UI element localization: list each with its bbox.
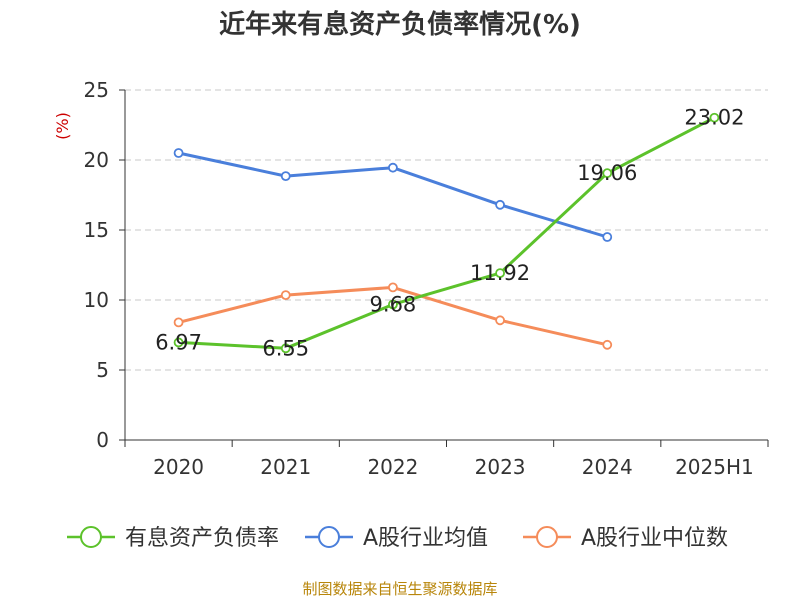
legend-marker (536, 526, 558, 548)
data-labels: 6.97 6.55 9.68 11.92 19.06 23.02 (155, 106, 744, 361)
series-line (178, 116, 716, 350)
legend-marker (318, 526, 340, 548)
data-point (173, 317, 184, 328)
data-label: 19.06 (577, 161, 637, 185)
y-tick-label: 10 (84, 288, 109, 312)
data-point (280, 290, 291, 301)
y-tick-label: 15 (84, 218, 109, 242)
data-point (280, 343, 291, 354)
axes: 0 5 10 15 20 25 2020 2021 2022 2023 2024 2025H1 (84, 78, 769, 479)
x-tick-label: 2022 (367, 455, 418, 479)
grid-lines (125, 89, 768, 371)
x-tick-label: 2025H1 (675, 455, 754, 479)
data-point (388, 162, 398, 173)
data-point (709, 112, 720, 123)
data-point (388, 299, 398, 310)
data-point (280, 171, 291, 182)
chart-title: 近年来有息资产负债率情况(%) (219, 10, 581, 40)
y-tick-label: 25 (84, 78, 109, 102)
data-label: 6.97 (155, 330, 202, 354)
x-tick-label: 2023 (475, 455, 526, 479)
series-group (173, 112, 720, 354)
y-tick-label: 0 (96, 428, 109, 452)
y-tick-label: 20 (84, 148, 109, 172)
data-point (495, 268, 505, 279)
data-point (495, 199, 505, 210)
y-axis-label: (%) (53, 112, 72, 140)
legend-label: 有息资产负债率 (125, 526, 279, 551)
data-point (602, 168, 613, 179)
legend-label: A股行业中位数 (581, 526, 728, 551)
data-point (173, 337, 184, 348)
x-tick-label: 2020 (153, 455, 204, 479)
x-tick-label: 2021 (260, 455, 311, 479)
data-point (602, 232, 613, 242)
legend-label: A股行业均值 (363, 526, 488, 551)
legend-marker (80, 526, 102, 548)
data-point (602, 339, 613, 350)
data-label: 23.02 (684, 106, 744, 130)
source-footer: 制图数据来自恒生聚源数据库 (302, 580, 498, 598)
legend-item: A股行业均值 (305, 526, 488, 551)
data-label: 11.92 (470, 261, 530, 285)
y-tick-label: 5 (96, 358, 109, 382)
legend-item: 有息资产负债率 (67, 526, 279, 551)
data-label: 9.68 (370, 292, 417, 316)
data-point (173, 148, 184, 158)
legend: 有息资产负债率 A股行业均值 A股行业中位数 (67, 526, 728, 551)
legend-item: A股行业中位数 (523, 526, 728, 551)
data-point (388, 282, 398, 293)
data-point (495, 315, 505, 326)
x-tick-label: 2024 (582, 455, 633, 479)
data-label: 6.55 (262, 336, 309, 360)
